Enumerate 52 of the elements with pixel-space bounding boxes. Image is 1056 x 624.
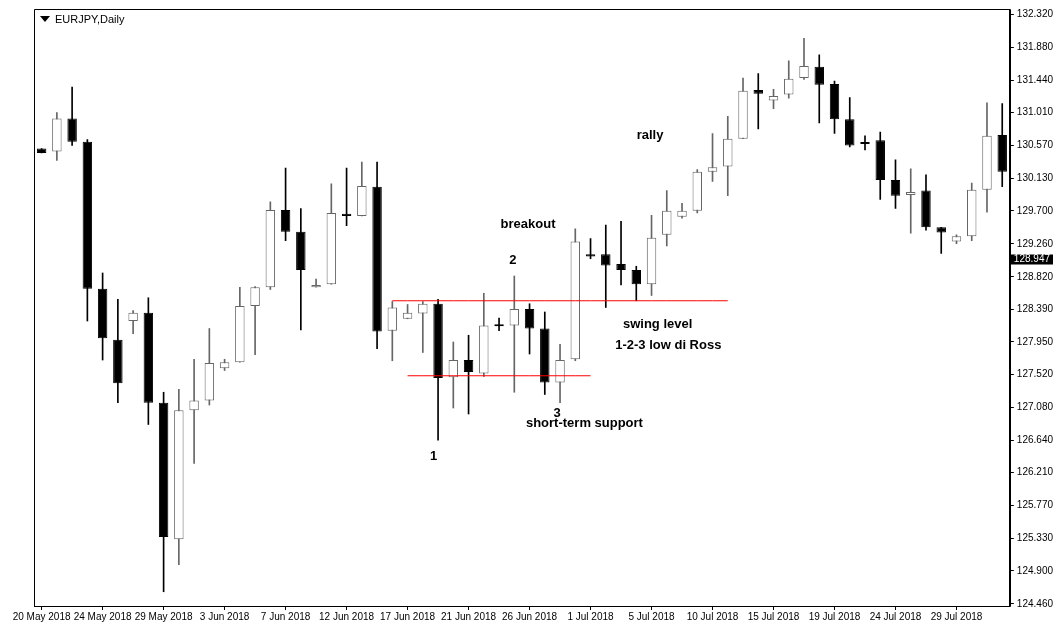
y-tick-label: 128.820	[1016, 270, 1054, 282]
x-tick-label: 26 Jun 2018	[502, 610, 558, 622]
x-tick-label: 15 Jul 2018	[747, 610, 800, 622]
annotation: 1	[429, 447, 438, 463]
x-tick-label: 24 Jul 2018	[869, 610, 922, 622]
y-tick-label: 126.640	[1016, 434, 1054, 445]
y-tick-label: 131.880	[1016, 41, 1054, 52]
y-tick-label: 130.130	[1016, 172, 1054, 184]
x-tick-label: 3 Jun 2018	[199, 610, 250, 622]
candlestick	[906, 168, 916, 234]
candlestick	[753, 73, 763, 130]
candlestick	[189, 358, 199, 464]
y-tick-label: 127.950	[1016, 335, 1054, 347]
x-tick-label: 21 Jun 2018	[441, 610, 497, 622]
x-tick-label: 19 Jul 2018	[808, 610, 861, 622]
y-tick-label: 127.080	[1016, 401, 1054, 412]
x-tick-label: 5 Jul 2018	[628, 610, 676, 622]
x-tick-label: 24 May 2018	[73, 610, 132, 622]
y-tick-label: 132.320	[1016, 8, 1054, 19]
y-tick-label: 131.440	[1016, 74, 1054, 85]
x-tick-label: 7 Jun 2018	[260, 610, 311, 622]
annotation: 2	[509, 251, 517, 267]
annotation: short-term support	[525, 415, 644, 431]
annotation: 1-2-3 low di Ross	[615, 337, 722, 353]
candlestick	[509, 275, 520, 393]
x-tick-label: 20 May 2018	[12, 610, 71, 622]
y-tick-label: 125.770	[1016, 499, 1054, 511]
x-tick-label: 1 Jul 2018	[567, 610, 615, 622]
x-tick-label: 17 Jun 2018	[380, 610, 436, 622]
x-tick-label: 10 Jul 2018	[686, 610, 739, 622]
candlestick	[418, 301, 428, 353]
annotation: breakout	[500, 215, 557, 231]
y-tick-label: 127.520	[1016, 368, 1054, 379]
candlestick	[616, 220, 626, 286]
y-tick-label: 129.260	[1016, 237, 1054, 249]
candlestick	[936, 226, 946, 254]
y-tick-label: 124.900	[1016, 564, 1054, 576]
text: 128.947	[1013, 253, 1051, 265]
annotation: swing level	[622, 315, 693, 331]
chart-title: EURJPY,Daily	[55, 13, 125, 25]
y-tick-label: 131.010	[1016, 106, 1054, 118]
y-tick-label: 126.210	[1016, 466, 1054, 478]
y-tick-label: 128.390	[1016, 302, 1054, 314]
y-tick-label: 125.330	[1016, 532, 1054, 544]
y-tick-label: 129.700	[1016, 204, 1054, 216]
y-tick-label: 124.460	[1016, 597, 1054, 609]
x-tick-label: 29 Jul 2018	[930, 610, 983, 622]
candlestick	[601, 224, 611, 308]
x-tick-label: 29 May 2018	[134, 610, 193, 622]
y-tick-label: 130.570	[1016, 139, 1054, 151]
x-tick-label: 12 Jun 2018	[319, 610, 375, 622]
annotation: rally	[636, 127, 665, 143]
